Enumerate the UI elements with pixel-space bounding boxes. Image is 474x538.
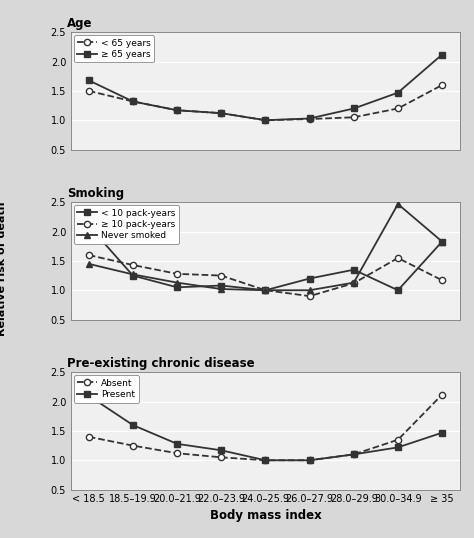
Never smoked (86, 260, 91, 267)
< 10 pack-years (351, 266, 356, 273)
Never smoked (351, 279, 356, 286)
< 65 years (174, 107, 180, 114)
≥ 65 years (263, 117, 268, 123)
Text: Age: Age (67, 17, 93, 30)
≥ 10 pack-years (307, 293, 312, 299)
Present (219, 447, 224, 454)
< 65 years (439, 82, 445, 88)
≥ 65 years (307, 115, 312, 122)
Line: Never smoked: Never smoked (86, 201, 445, 293)
Never smoked (439, 238, 445, 245)
< 10 pack-years (263, 287, 268, 293)
≥ 10 pack-years (86, 252, 91, 258)
Legend: Absent, Present: Absent, Present (74, 375, 138, 402)
Absent (86, 434, 91, 440)
< 10 pack-years (219, 282, 224, 289)
Present (307, 457, 312, 464)
Never smoked (307, 287, 312, 293)
< 65 years (351, 114, 356, 121)
Absent (395, 436, 401, 443)
≥ 65 years (86, 77, 91, 83)
Never smoked (219, 286, 224, 292)
Line: < 10 pack-years: < 10 pack-years (86, 223, 445, 293)
≥ 10 pack-years (395, 255, 401, 261)
Absent (307, 457, 312, 464)
Line: Present: Present (86, 393, 445, 463)
Absent (439, 391, 445, 398)
Line: ≥ 65 years: ≥ 65 years (86, 52, 445, 123)
X-axis label: Body mass index: Body mass index (210, 508, 321, 522)
< 10 pack-years (395, 287, 401, 293)
< 10 pack-years (86, 223, 91, 229)
Line: < 65 years: < 65 years (86, 82, 445, 123)
≥ 65 years (174, 107, 180, 114)
Text: Relative risk of death: Relative risk of death (0, 202, 8, 336)
Legend: < 65 years, ≥ 65 years: < 65 years, ≥ 65 years (74, 35, 154, 62)
Present (263, 457, 268, 464)
≥ 65 years (439, 51, 445, 58)
< 65 years (263, 117, 268, 123)
Present (439, 429, 445, 436)
< 65 years (86, 88, 91, 94)
< 65 years (307, 116, 312, 122)
< 65 years (395, 105, 401, 112)
≥ 65 years (130, 98, 136, 105)
≥ 10 pack-years (351, 280, 356, 286)
Absent (174, 450, 180, 456)
≥ 10 pack-years (219, 272, 224, 279)
≥ 10 pack-years (263, 287, 268, 293)
Line: ≥ 10 pack-years: ≥ 10 pack-years (86, 252, 445, 299)
< 10 pack-years (130, 272, 136, 279)
Legend: < 10 pack-years, ≥ 10 pack-years, Never smoked: < 10 pack-years, ≥ 10 pack-years, Never … (74, 205, 179, 244)
Never smoked (130, 271, 136, 278)
Line: Absent: Absent (86, 392, 445, 463)
Present (351, 451, 356, 458)
Present (174, 441, 180, 447)
Present (395, 444, 401, 451)
< 65 years (219, 110, 224, 116)
≥ 10 pack-years (174, 271, 180, 277)
Never smoked (263, 287, 268, 293)
Absent (219, 454, 224, 461)
Present (86, 393, 91, 399)
Text: Pre-existing chronic disease: Pre-existing chronic disease (67, 357, 255, 370)
< 10 pack-years (174, 284, 180, 291)
Text: Smoking: Smoking (67, 187, 124, 200)
Present (130, 422, 136, 428)
Never smoked (395, 201, 401, 207)
< 10 pack-years (439, 238, 445, 245)
≥ 65 years (351, 105, 356, 112)
≥ 65 years (219, 110, 224, 116)
≥ 10 pack-years (439, 277, 445, 284)
< 10 pack-years (307, 275, 312, 282)
≥ 65 years (395, 89, 401, 96)
Never smoked (174, 279, 180, 286)
< 65 years (130, 98, 136, 105)
Absent (351, 451, 356, 458)
Absent (263, 457, 268, 464)
Absent (130, 442, 136, 449)
≥ 10 pack-years (130, 262, 136, 268)
